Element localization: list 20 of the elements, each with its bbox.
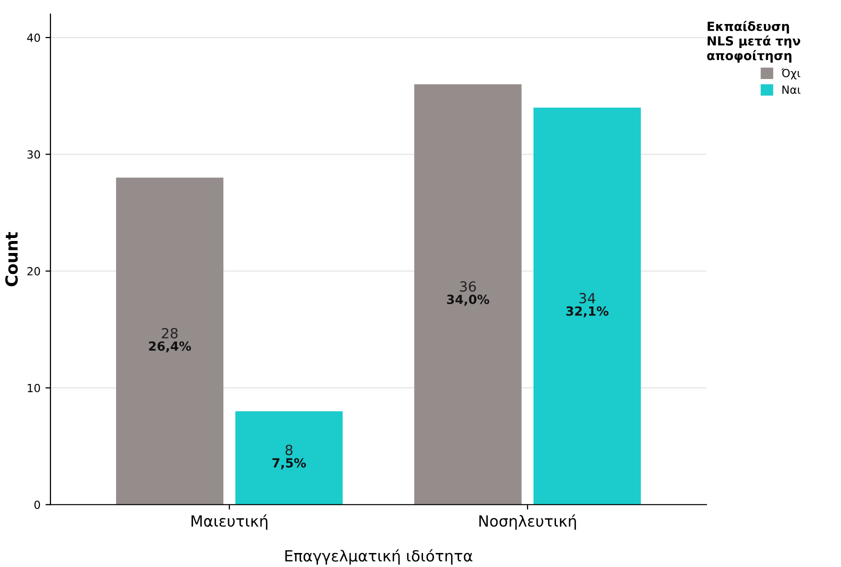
y-tick-label: 30 xyxy=(27,150,40,159)
y-tick-label: 10 xyxy=(28,384,40,392)
y-tick-label: 20 xyxy=(27,267,40,276)
data-label: 8 7,5% xyxy=(272,444,306,470)
x-axis-title: Επαγγελματική ιδιότητα xyxy=(285,549,472,565)
legend-title: Εκπαίδευση NLS μετά την αποφοίτηση xyxy=(707,20,800,63)
data-label: 34 32,1% xyxy=(566,292,608,318)
x-tick-label: Μαιευτική xyxy=(192,514,268,530)
data-label: 28 26,4% xyxy=(149,328,192,352)
x-tick-label: Νοσηλευτική xyxy=(479,514,576,530)
y-tick-label: 0 xyxy=(34,500,40,510)
y-axis-title: Count xyxy=(5,232,18,286)
legend-label: Όχι xyxy=(781,68,800,80)
bar xyxy=(534,108,641,505)
y-tick-label: 40 xyxy=(27,34,40,42)
bar xyxy=(235,411,343,505)
data-label: 36 34,0% xyxy=(447,281,490,306)
legend-label: Ναι xyxy=(782,86,800,94)
bar xyxy=(116,178,224,505)
bar xyxy=(414,84,522,505)
